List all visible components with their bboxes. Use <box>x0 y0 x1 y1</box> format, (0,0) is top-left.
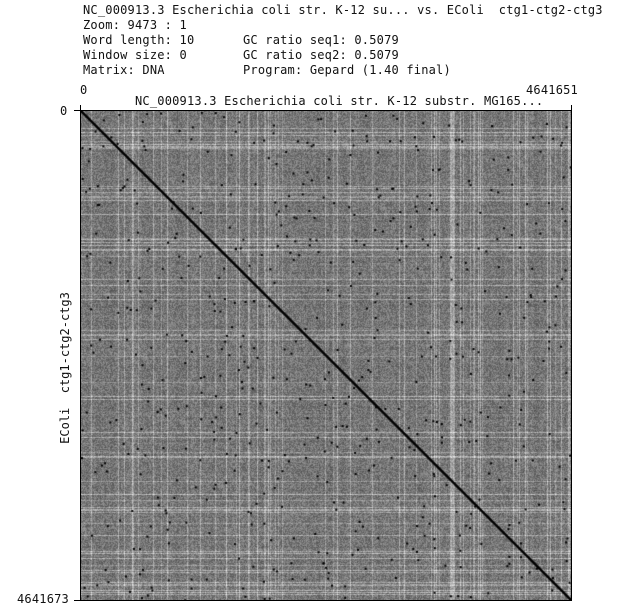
x-axis-max-label: 4641651 <box>526 83 578 97</box>
gc-ratio-seq1: GC ratio seq1: 0.5079 <box>243 33 399 47</box>
y-axis-tick-end <box>74 600 80 601</box>
y-axis-min-label: 0 <box>60 104 68 118</box>
window-size-info: Window size: 0 <box>83 48 187 62</box>
zoom-info: Zoom: 9473 : 1 <box>83 18 187 32</box>
y-axis-title: EColi ctg1-ctg2-ctg3 <box>58 292 72 444</box>
dotplot-canvas[interactable] <box>81 111 571 600</box>
dotplot-area[interactable] <box>80 110 572 601</box>
x-axis-tick-end <box>571 105 572 110</box>
gc-ratio-seq2: GC ratio seq2: 0.5079 <box>243 48 399 62</box>
program-info: Program: Gepard (1.40 final) <box>243 63 451 77</box>
y-axis-tick-start <box>74 110 80 111</box>
y-axis-max-label: 4641673 <box>17 592 69 606</box>
word-length-info: Word length: 10 <box>83 33 195 47</box>
matrix-info: Matrix: DNA <box>83 63 165 77</box>
x-axis-min-label: 0 <box>80 83 88 97</box>
x-axis-tick-start <box>80 105 81 110</box>
header-title: NC_000913.3 Escherichia coli str. K-12 s… <box>83 3 603 17</box>
x-axis-title: NC_000913.3 Escherichia coli str. K-12 s… <box>135 94 544 108</box>
